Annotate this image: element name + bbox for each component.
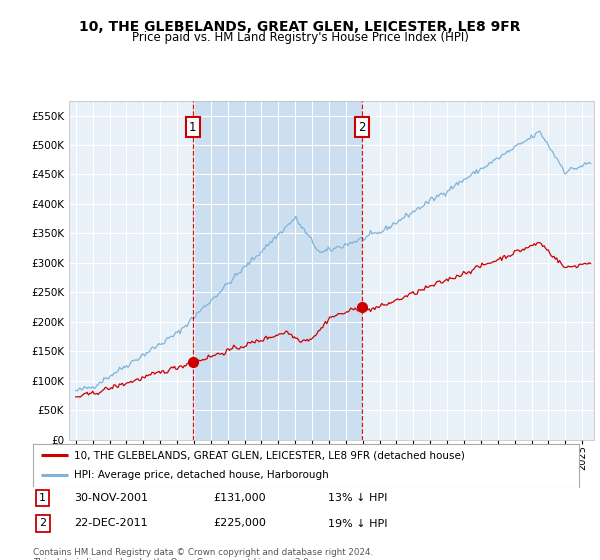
Text: Contains HM Land Registry data © Crown copyright and database right 2024.
This d: Contains HM Land Registry data © Crown c…: [33, 548, 373, 560]
Text: £225,000: £225,000: [213, 519, 266, 529]
Text: 10, THE GLEBELANDS, GREAT GLEN, LEICESTER, LE8 9FR: 10, THE GLEBELANDS, GREAT GLEN, LEICESTE…: [79, 20, 521, 34]
Text: 19% ↓ HPI: 19% ↓ HPI: [328, 519, 388, 529]
Text: £131,000: £131,000: [213, 493, 266, 503]
Bar: [193, 101, 362, 440]
Text: 10, THE GLEBELANDS, GREAT GLEN, LEICESTER, LE8 9FR (detached house): 10, THE GLEBELANDS, GREAT GLEN, LEICESTE…: [74, 450, 465, 460]
Text: 2: 2: [358, 121, 366, 134]
Text: 22-DEC-2011: 22-DEC-2011: [74, 519, 148, 529]
Text: 2: 2: [39, 519, 46, 529]
Text: 30-NOV-2001: 30-NOV-2001: [74, 493, 148, 503]
Text: 13% ↓ HPI: 13% ↓ HPI: [328, 493, 387, 503]
Text: 1: 1: [189, 121, 197, 134]
Text: Price paid vs. HM Land Registry's House Price Index (HPI): Price paid vs. HM Land Registry's House …: [131, 31, 469, 44]
Text: 1: 1: [40, 493, 46, 503]
Text: HPI: Average price, detached house, Harborough: HPI: Average price, detached house, Harb…: [74, 470, 329, 480]
